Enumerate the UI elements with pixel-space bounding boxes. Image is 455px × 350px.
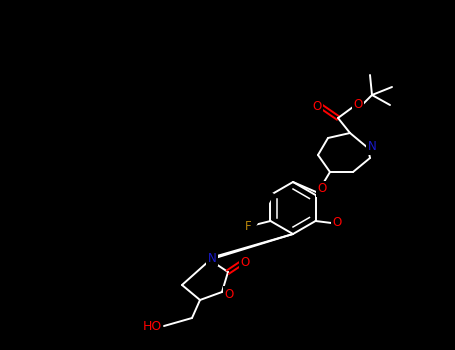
Text: O: O: [354, 98, 363, 112]
Text: O: O: [240, 256, 250, 268]
Text: N: N: [368, 140, 376, 154]
Text: N: N: [207, 252, 217, 265]
Text: HO: HO: [142, 321, 162, 334]
Text: O: O: [332, 217, 341, 230]
Text: F: F: [245, 219, 252, 232]
Text: O: O: [224, 287, 233, 301]
Text: O: O: [318, 182, 327, 196]
Text: O: O: [313, 99, 322, 112]
